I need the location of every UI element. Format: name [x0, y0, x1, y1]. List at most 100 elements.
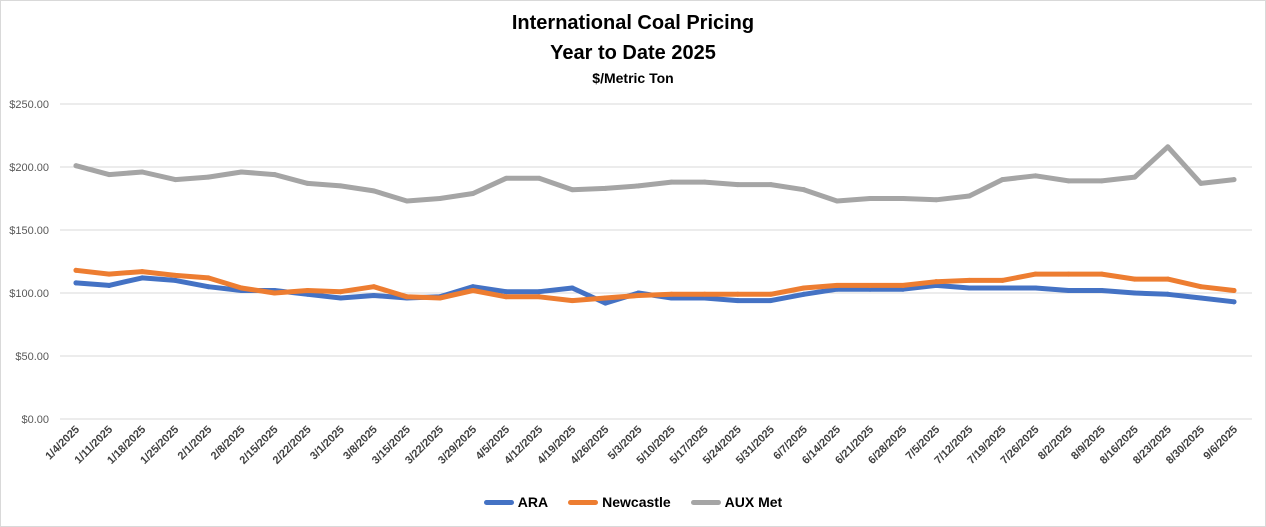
y-tick-label: $0.00	[21, 414, 49, 426]
data-point-ara	[536, 289, 542, 295]
data-point-aux-met	[73, 163, 79, 169]
data-point-aux-met	[933, 197, 939, 203]
data-point-ara	[1032, 285, 1038, 291]
legend-label: AUX Met	[724, 494, 783, 510]
data-point-ara	[966, 285, 972, 291]
data-point-aux-met	[1165, 144, 1171, 150]
data-point-newcastle	[1032, 271, 1038, 277]
data-point-aux-met	[1132, 174, 1138, 180]
data-point-aux-met	[238, 169, 244, 175]
data-point-newcastle	[1231, 287, 1237, 293]
data-point-aux-met	[1066, 178, 1072, 184]
data-point-newcastle	[602, 295, 608, 301]
data-point-aux-met	[503, 175, 509, 181]
y-tick-label: $150.00	[9, 225, 49, 237]
data-point-newcastle	[735, 291, 741, 297]
data-point-newcastle	[1066, 271, 1072, 277]
data-point-ara	[1198, 295, 1204, 301]
data-point-newcastle	[669, 291, 675, 297]
data-point-ara	[801, 291, 807, 297]
data-point-ara	[1132, 290, 1138, 296]
x-tick-label: 9/6/2025	[1201, 424, 1240, 463]
data-point-ara	[172, 277, 178, 283]
data-point-newcastle	[172, 272, 178, 278]
data-point-newcastle	[338, 289, 344, 295]
data-point-aux-met	[338, 183, 344, 189]
data-point-aux-met	[801, 187, 807, 193]
data-point-ara	[1099, 287, 1105, 293]
data-point-aux-met	[305, 180, 311, 186]
data-point-aux-met	[900, 196, 906, 201]
data-point-newcastle	[305, 287, 311, 293]
data-point-newcastle	[1165, 276, 1171, 282]
data-point-newcastle	[272, 290, 278, 296]
data-point-newcastle	[834, 282, 840, 288]
chart-unit-label: $/Metric Ton	[592, 70, 674, 86]
data-point-aux-met	[669, 179, 675, 185]
data-point-newcastle	[1132, 276, 1138, 282]
chart-title: International Coal Pricing	[511, 12, 755, 34]
x-tick-label: 2/1/2025	[176, 424, 215, 463]
legend-item-newcastle: Newcastle	[568, 494, 671, 510]
legend-label: Newcastle	[602, 494, 671, 510]
y-tick-label: $250.00	[9, 99, 49, 111]
data-point-aux-met	[735, 182, 741, 188]
data-point-ara	[1165, 291, 1171, 297]
data-point-ara	[205, 284, 211, 290]
chart-legend: ARA Newcastle AUX Met	[0, 494, 1266, 510]
data-point-newcastle	[73, 267, 79, 273]
data-point-newcastle	[999, 277, 1005, 283]
data-point-newcastle	[139, 269, 145, 275]
y-tick-label: $50.00	[15, 351, 49, 363]
data-point-ara	[999, 285, 1005, 291]
data-point-newcastle	[371, 284, 377, 290]
data-point-aux-met	[1099, 178, 1105, 184]
data-point-ara	[1231, 299, 1237, 305]
data-point-ara	[338, 295, 344, 301]
data-point-newcastle	[205, 275, 211, 281]
x-tick-label: 8/2/2025	[1036, 424, 1075, 463]
y-tick-label: $100.00	[9, 288, 49, 300]
data-point-aux-met	[867, 196, 873, 201]
data-point-aux-met	[966, 193, 972, 199]
data-point-ara	[139, 275, 145, 281]
legend-label: ARA	[517, 494, 549, 510]
data-point-newcastle	[437, 295, 443, 301]
data-point-aux-met	[602, 185, 608, 191]
series-line-newcastle	[73, 267, 1237, 304]
data-point-newcastle	[238, 285, 244, 291]
legend-item-ara: ARA	[483, 494, 549, 510]
data-point-newcastle	[867, 282, 873, 288]
data-point-aux-met	[569, 187, 575, 193]
legend-swatch	[568, 499, 599, 505]
legend-item-aux-met: AUX Met	[690, 494, 783, 510]
data-point-ara	[735, 298, 741, 304]
data-point-aux-met	[139, 169, 145, 175]
data-point-newcastle	[503, 294, 509, 300]
data-point-ara	[867, 286, 873, 292]
data-point-ara	[1066, 287, 1072, 293]
data-point-aux-met	[272, 172, 278, 178]
data-point-ara	[768, 298, 774, 304]
data-point-ara	[470, 284, 476, 290]
data-point-newcastle	[966, 277, 972, 283]
data-point-aux-met	[702, 179, 708, 185]
data-point-newcastle	[404, 294, 410, 300]
data-point-newcastle	[106, 271, 112, 277]
data-point-ara	[106, 282, 112, 288]
series-line-aux-met	[73, 144, 1237, 204]
data-point-aux-met	[437, 196, 443, 201]
data-point-aux-met	[1231, 177, 1237, 183]
legend-swatch	[690, 499, 721, 505]
data-point-aux-met	[536, 175, 542, 181]
data-point-aux-met	[768, 182, 774, 188]
data-point-newcastle	[569, 298, 575, 304]
data-point-newcastle	[900, 282, 906, 288]
data-point-newcastle	[536, 294, 542, 300]
data-point-aux-met	[834, 198, 840, 204]
data-point-aux-met	[470, 190, 476, 196]
data-point-aux-met	[1198, 180, 1204, 186]
data-point-aux-met	[404, 198, 410, 204]
